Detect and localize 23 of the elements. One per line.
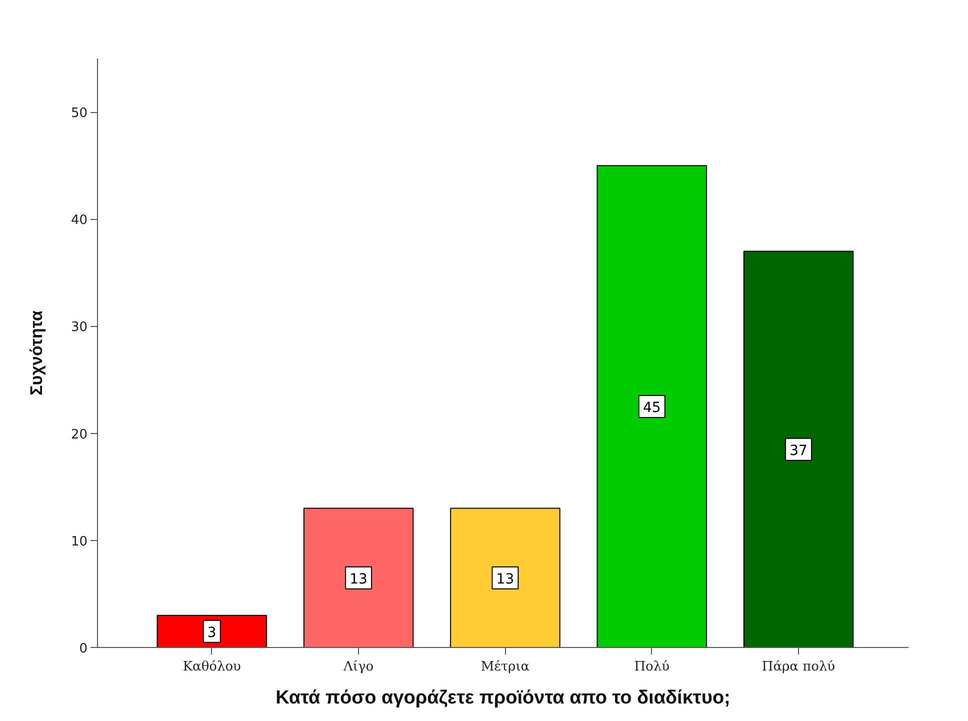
bar: [743, 250, 854, 648]
y-tick-label: 20: [70, 427, 88, 442]
x-tick-label: Λίγο: [342, 660, 374, 674]
y-tick-label: 50: [70, 106, 88, 122]
data-label: 13: [496, 571, 514, 588]
data-label: 45: [642, 400, 661, 416]
x-tick-label: Μέτρια: [480, 660, 530, 674]
y-tick-label: 40: [70, 213, 88, 228]
bar: [596, 165, 707, 648]
y-tick-label: 10: [70, 534, 88, 550]
bar: [156, 614, 268, 648]
x-tick-label: Πολύ: [634, 660, 670, 674]
data-label: 37: [790, 442, 808, 459]
y-tick-label: 30: [70, 320, 88, 336]
y-tick-label: 0: [79, 642, 88, 656]
y-axis-title: Συχνότητα: [26, 310, 46, 396]
data-label: 13: [350, 571, 368, 588]
data-label: 3: [207, 624, 216, 641]
bar: [450, 508, 560, 648]
x-tick-label: Πάρα πολύ: [762, 660, 836, 674]
bar: [303, 508, 414, 648]
x-axis-title: Κατά πόσο αγοράζετε προϊόντα απο το διαδίκτυο;: [276, 688, 730, 708]
x-tick-label: Καθόλου: [182, 660, 242, 674]
